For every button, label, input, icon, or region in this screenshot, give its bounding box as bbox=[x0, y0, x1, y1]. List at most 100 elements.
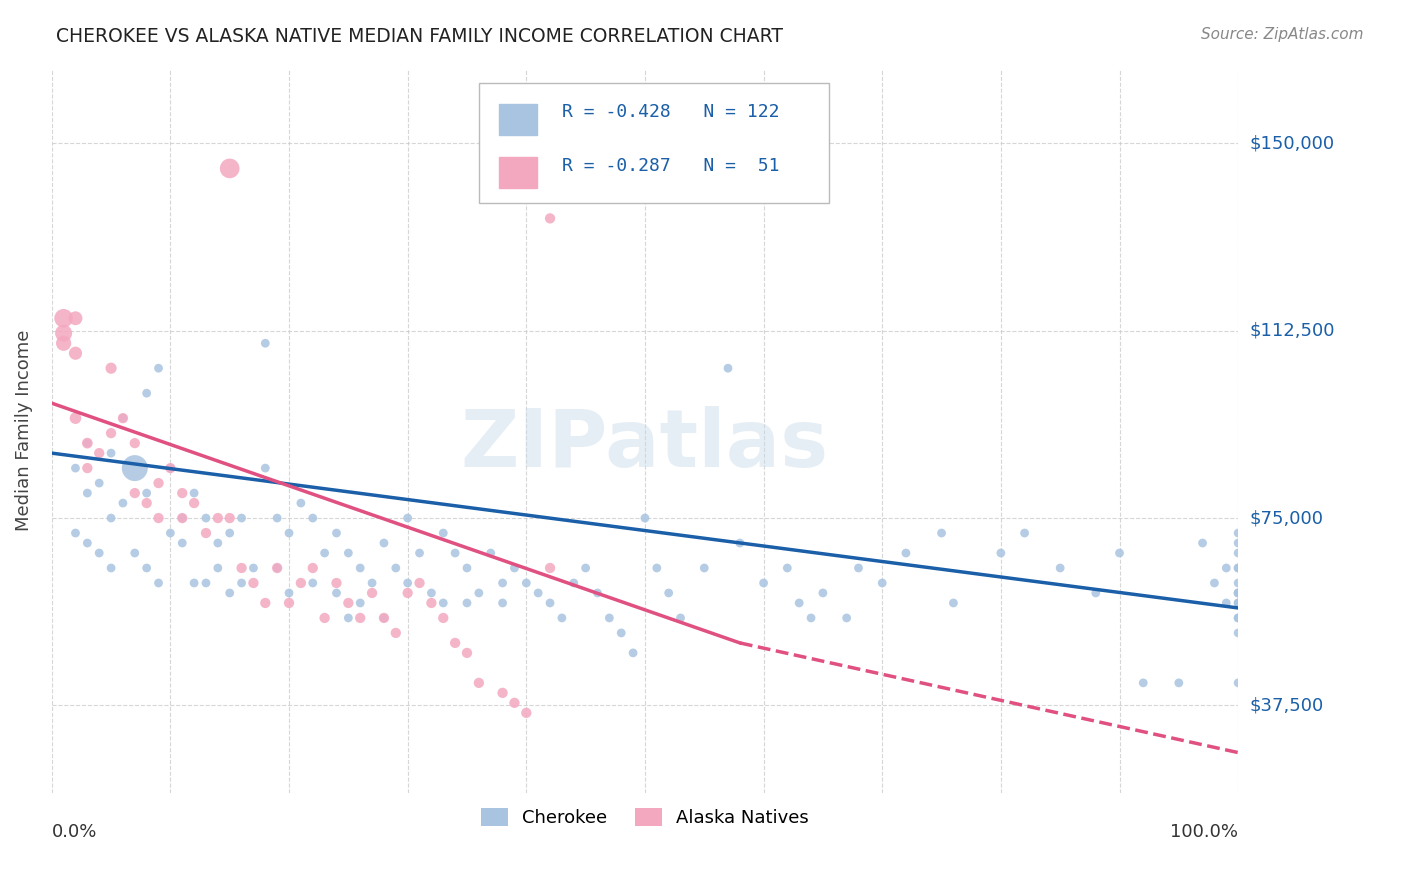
Point bbox=[1227, 586, 1250, 600]
Point bbox=[254, 596, 277, 610]
Point bbox=[207, 561, 229, 575]
Point bbox=[1227, 626, 1250, 640]
Point bbox=[1049, 561, 1071, 575]
Point bbox=[870, 576, 893, 591]
Point bbox=[52, 326, 75, 341]
Text: 100.0%: 100.0% bbox=[1170, 823, 1239, 841]
Point bbox=[456, 561, 478, 575]
Point bbox=[396, 576, 419, 591]
Point bbox=[551, 611, 574, 625]
Point bbox=[491, 596, 513, 610]
Point bbox=[396, 511, 419, 525]
Point bbox=[538, 561, 561, 575]
Point bbox=[349, 611, 371, 625]
Point bbox=[337, 596, 360, 610]
Point bbox=[172, 536, 194, 550]
Point bbox=[1167, 676, 1189, 690]
Point bbox=[491, 686, 513, 700]
Point bbox=[1227, 596, 1250, 610]
FancyBboxPatch shape bbox=[499, 157, 537, 187]
Point bbox=[752, 576, 775, 591]
Point bbox=[848, 561, 870, 575]
Point bbox=[811, 586, 834, 600]
Point bbox=[100, 511, 122, 525]
Point bbox=[195, 526, 218, 541]
Point bbox=[444, 636, 467, 650]
Point bbox=[65, 526, 87, 541]
Point bbox=[207, 511, 229, 525]
Point bbox=[432, 611, 454, 625]
Point bbox=[1227, 561, 1250, 575]
Point bbox=[361, 586, 384, 600]
Point bbox=[1227, 561, 1250, 575]
Point bbox=[1204, 576, 1226, 591]
Point bbox=[52, 336, 75, 351]
Point bbox=[835, 611, 858, 625]
Point bbox=[787, 596, 810, 610]
Point bbox=[527, 586, 550, 600]
Point bbox=[931, 526, 953, 541]
Point bbox=[586, 586, 609, 600]
Text: 0.0%: 0.0% bbox=[52, 823, 97, 841]
Point bbox=[634, 511, 657, 525]
Point bbox=[325, 576, 347, 591]
Point bbox=[1227, 611, 1250, 625]
Point bbox=[111, 496, 134, 510]
Text: $75,000: $75,000 bbox=[1250, 509, 1323, 527]
Point bbox=[301, 576, 323, 591]
Point bbox=[89, 546, 111, 560]
Point bbox=[111, 411, 134, 425]
Point bbox=[1227, 611, 1250, 625]
Text: R = -0.287   N =  51: R = -0.287 N = 51 bbox=[562, 157, 779, 176]
Y-axis label: Median Family Income: Median Family Income bbox=[15, 330, 32, 532]
Point bbox=[1227, 576, 1250, 591]
Point bbox=[1215, 596, 1237, 610]
Point bbox=[135, 561, 157, 575]
Point bbox=[491, 576, 513, 591]
Point bbox=[658, 586, 681, 600]
Text: Source: ZipAtlas.com: Source: ZipAtlas.com bbox=[1201, 27, 1364, 42]
Point bbox=[159, 461, 181, 475]
Point bbox=[538, 211, 561, 226]
Point bbox=[325, 526, 347, 541]
Point bbox=[218, 526, 240, 541]
Point bbox=[172, 486, 194, 500]
Point bbox=[231, 561, 253, 575]
Point bbox=[515, 576, 537, 591]
Point bbox=[894, 546, 917, 560]
Point bbox=[159, 526, 181, 541]
Point bbox=[218, 586, 240, 600]
Point bbox=[420, 596, 443, 610]
Point bbox=[65, 411, 87, 425]
Point bbox=[1227, 676, 1250, 690]
Point bbox=[610, 626, 633, 640]
Point bbox=[124, 461, 146, 475]
Point bbox=[1215, 561, 1237, 575]
Point bbox=[361, 576, 384, 591]
Point bbox=[242, 576, 264, 591]
Point bbox=[218, 161, 240, 176]
Point bbox=[1191, 536, 1213, 550]
Point bbox=[278, 526, 301, 541]
Point bbox=[207, 536, 229, 550]
Point bbox=[1227, 596, 1250, 610]
Point bbox=[1132, 676, 1154, 690]
Point bbox=[728, 536, 751, 550]
Point bbox=[669, 611, 692, 625]
Point bbox=[1227, 536, 1250, 550]
Point bbox=[990, 546, 1012, 560]
Point bbox=[301, 561, 323, 575]
Point bbox=[254, 336, 277, 351]
Point bbox=[942, 596, 965, 610]
Point bbox=[1227, 546, 1250, 560]
Point bbox=[100, 361, 122, 376]
Point bbox=[408, 576, 430, 591]
Point bbox=[266, 561, 288, 575]
Point bbox=[124, 486, 146, 500]
Point bbox=[479, 546, 502, 560]
Point bbox=[76, 486, 98, 500]
Point bbox=[278, 586, 301, 600]
Point bbox=[456, 596, 478, 610]
Point bbox=[1227, 586, 1250, 600]
Point bbox=[135, 486, 157, 500]
